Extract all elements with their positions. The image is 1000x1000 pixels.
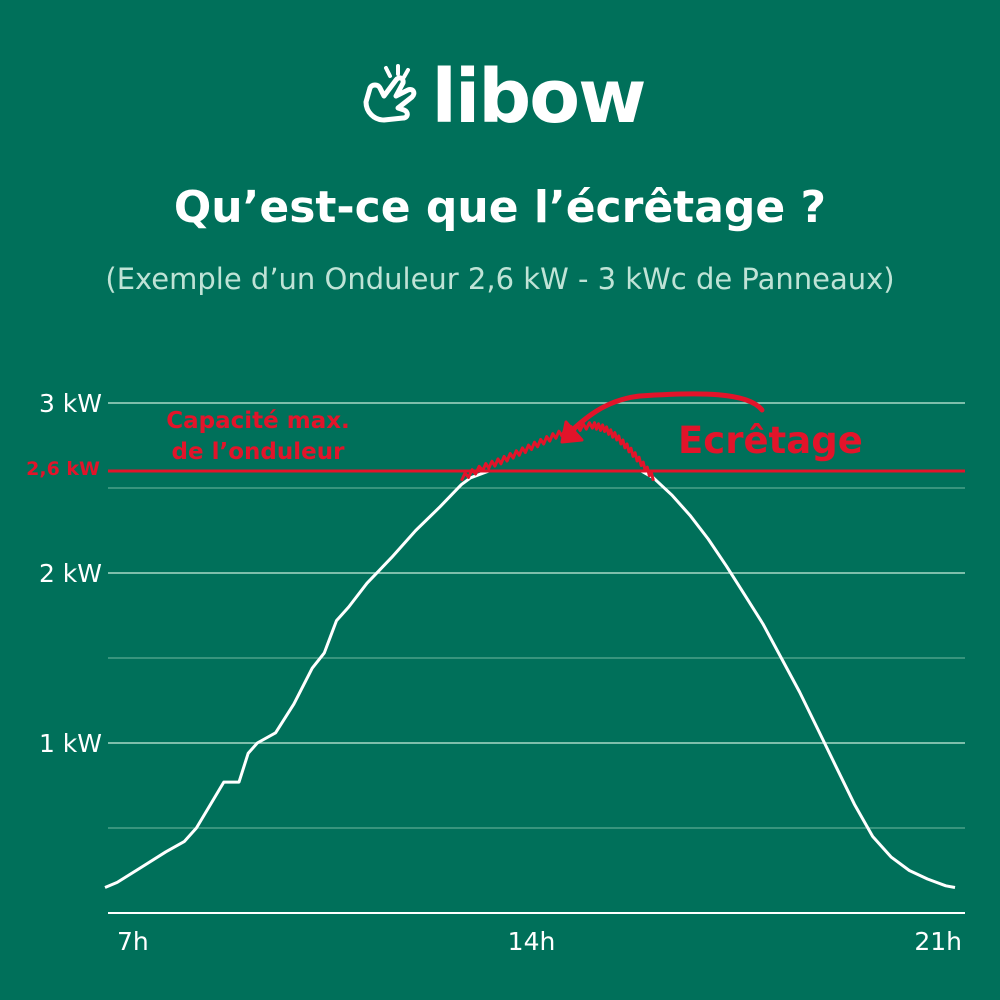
y-tick-label: 3 kW [39, 389, 102, 418]
clipping-arrow-head [560, 420, 584, 444]
y-tick-label: 2 kW [39, 559, 102, 588]
x-tick-label: 21h [914, 927, 962, 956]
x-tick-label: 7h [117, 927, 149, 956]
brand-name: libow [431, 54, 647, 140]
capacity-annotation-line1: Capacité max. [166, 408, 350, 434]
page-subtitle: (Exemple d’un Onduleur 2,6 kW - 3 kWc de… [105, 262, 895, 296]
x-tick-label: 14h [508, 927, 556, 956]
production-curve [104, 469, 956, 889]
y-tick-label: 1 kW [39, 729, 102, 758]
brand-logo: libow [0, 60, 1000, 134]
clipping-label: Ecrêtage [678, 419, 863, 462]
snapping-fingers-icon [363, 64, 416, 123]
inverter-limit-label: 2,6 kW [26, 458, 100, 480]
clipping-arrow [563, 391, 765, 439]
capacity-annotation-line2: de l’onduleur [172, 439, 346, 465]
page-title: Qu’est-ce que l’écrêtage ? [173, 182, 827, 233]
